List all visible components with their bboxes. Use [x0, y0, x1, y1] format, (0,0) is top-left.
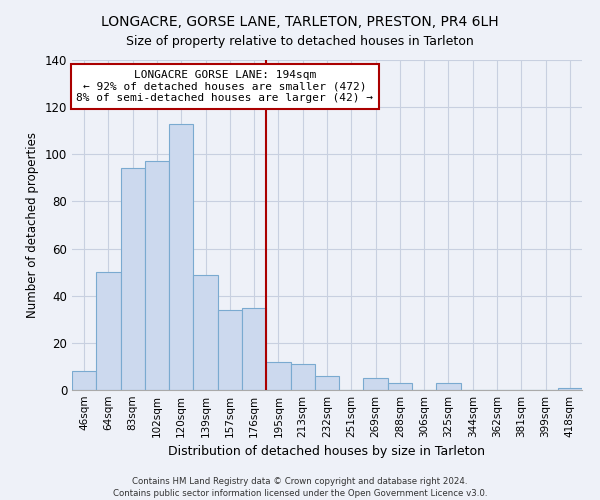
Bar: [315, 376, 339, 390]
Bar: [558, 388, 582, 390]
Bar: [193, 274, 218, 390]
Bar: [290, 364, 315, 390]
Bar: [242, 308, 266, 390]
Text: LONGACRE GORSE LANE: 194sqm
← 92% of detached houses are smaller (472)
8% of sem: LONGACRE GORSE LANE: 194sqm ← 92% of det…: [77, 70, 373, 103]
Bar: [436, 383, 461, 390]
Text: Contains HM Land Registry data © Crown copyright and database right 2024.
Contai: Contains HM Land Registry data © Crown c…: [113, 476, 487, 498]
Text: LONGACRE, GORSE LANE, TARLETON, PRESTON, PR4 6LH: LONGACRE, GORSE LANE, TARLETON, PRESTON,…: [101, 15, 499, 29]
Bar: [169, 124, 193, 390]
Bar: [96, 272, 121, 390]
Bar: [266, 362, 290, 390]
Bar: [72, 371, 96, 390]
Bar: [388, 383, 412, 390]
Bar: [218, 310, 242, 390]
Y-axis label: Number of detached properties: Number of detached properties: [26, 132, 39, 318]
Text: Size of property relative to detached houses in Tarleton: Size of property relative to detached ho…: [126, 35, 474, 48]
X-axis label: Distribution of detached houses by size in Tarleton: Distribution of detached houses by size …: [169, 446, 485, 458]
Bar: [121, 168, 145, 390]
Bar: [364, 378, 388, 390]
Bar: [145, 162, 169, 390]
